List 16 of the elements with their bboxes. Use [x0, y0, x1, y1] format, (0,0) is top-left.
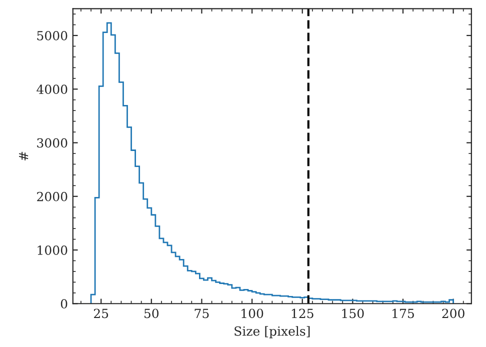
x-tick-label: 75	[194, 308, 209, 318]
x-tick-label: 125	[292, 308, 314, 318]
y-tick-label: 3000	[37, 138, 68, 148]
y-tick-label: 0	[60, 299, 68, 309]
y-tick-label: 1000	[38, 245, 68, 255]
x-tick-label: 175	[392, 308, 414, 318]
x-tick-label: 200	[442, 308, 464, 318]
x-tick-label: 100	[242, 308, 264, 318]
y-tick-label: 4000	[36, 84, 68, 94]
x-axis-title: Size [pixels]	[234, 326, 310, 338]
x-tick-label: 50	[144, 308, 159, 318]
x-tick-label: 150	[342, 308, 364, 318]
x-tick-label: 25	[94, 308, 108, 318]
y-tick-label: 5000	[37, 30, 68, 40]
y-tick-label: 2000	[37, 192, 68, 202]
y-axis-title: #	[19, 152, 28, 160]
